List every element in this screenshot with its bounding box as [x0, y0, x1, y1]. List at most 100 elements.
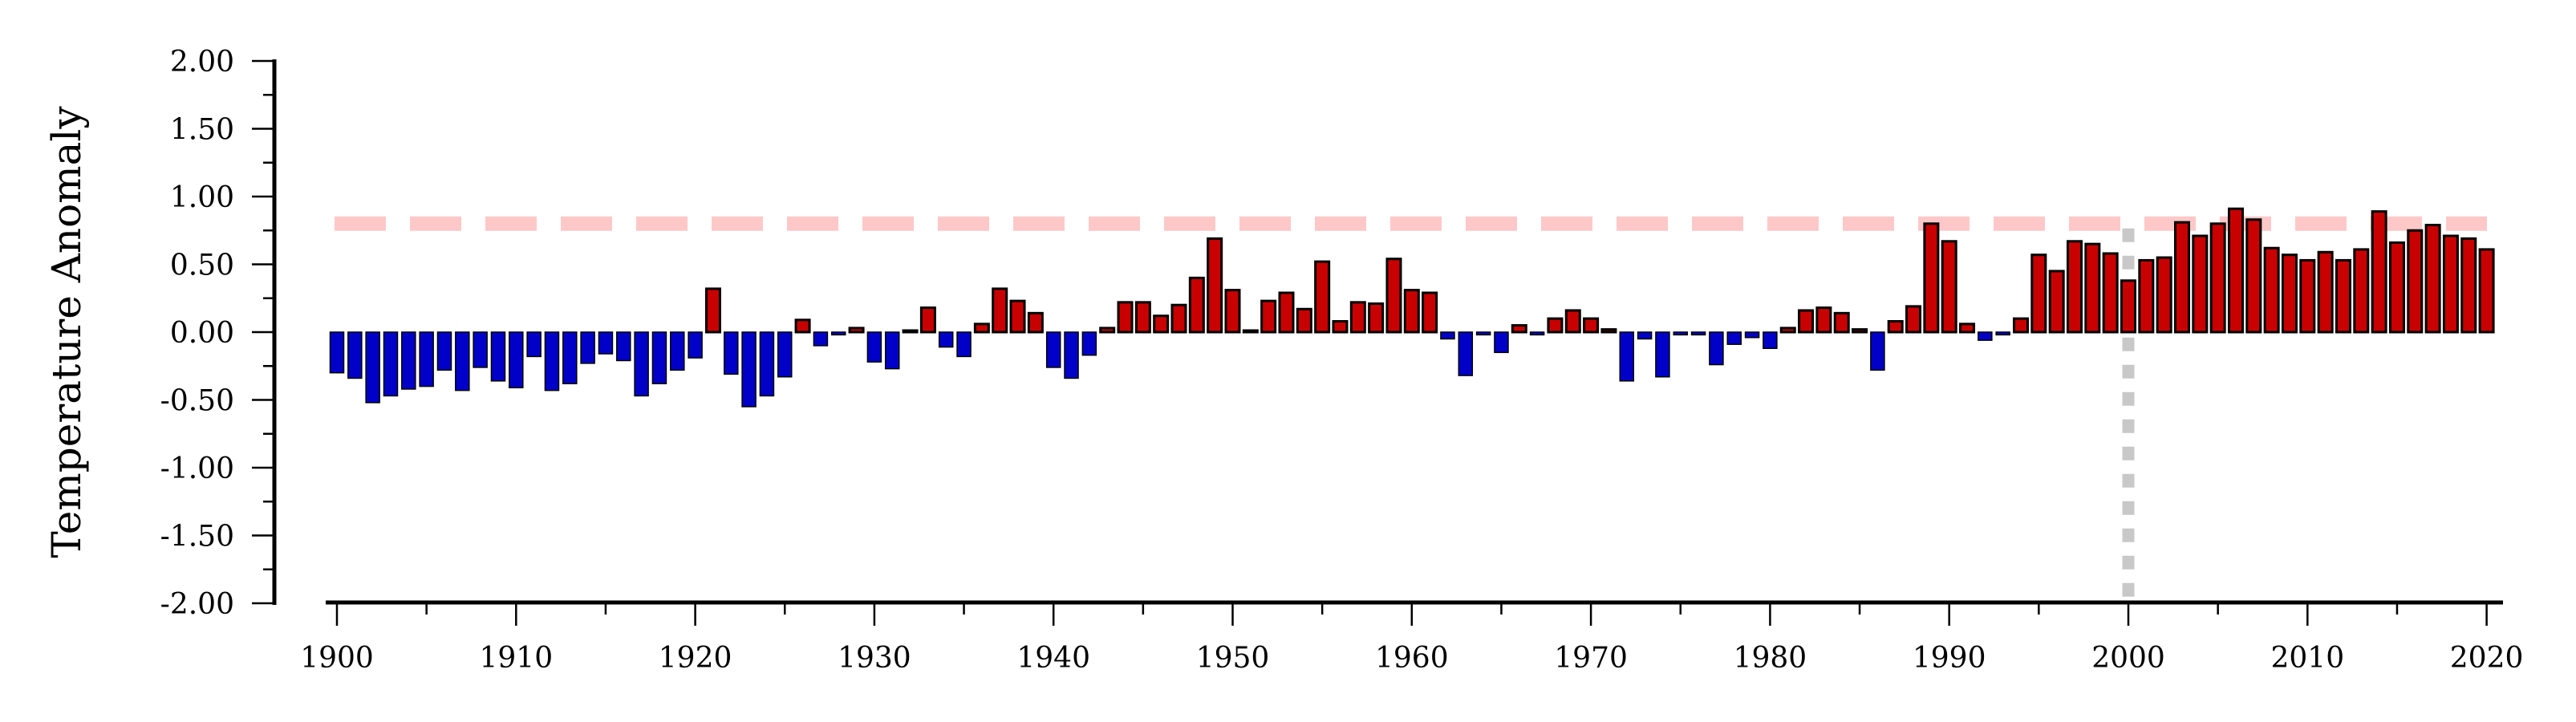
bar-1969 — [1564, 309, 1581, 334]
y-tick-label: 1.00 — [170, 181, 234, 214]
x-axis: 1900 1910 1920 1930 1940 1950 1960 1970 1980 1990… — [300, 600, 2524, 675]
bar-1909 — [490, 331, 506, 382]
bar-1977 — [1709, 331, 1724, 366]
bar-1989 — [1923, 222, 1940, 334]
x-tick-label: 1940 — [1016, 642, 1090, 675]
bar-1943 — [1099, 327, 1116, 334]
bar-1949 — [1207, 237, 1223, 334]
bar-1917 — [634, 331, 649, 397]
bar-1984 — [1833, 311, 1850, 334]
bar-1902 — [365, 331, 380, 404]
bar-1914 — [580, 331, 595, 364]
bar-2014 — [2371, 210, 2387, 334]
bar-1973 — [1637, 331, 1653, 340]
bar-1916 — [616, 331, 631, 362]
bar-1921 — [704, 287, 721, 334]
bar-1951 — [1242, 329, 1259, 334]
y-tick-label: -2.00 — [160, 588, 234, 621]
x-tick-label: 1910 — [479, 642, 553, 675]
bar-1992 — [1978, 331, 1993, 341]
bar-1906 — [436, 331, 452, 371]
x-tick-label: 1960 — [1375, 642, 1449, 675]
bar-1915 — [598, 331, 614, 355]
bar-1952 — [1260, 299, 1277, 334]
bar-1926 — [794, 318, 811, 334]
y-tick-label: -1.00 — [160, 452, 234, 485]
bar-1995 — [2030, 254, 2047, 334]
y-tick-label: -1.50 — [160, 521, 234, 554]
bar-2005 — [2209, 222, 2226, 334]
bar-1918 — [651, 331, 667, 384]
bar-1924 — [759, 331, 775, 397]
bar-1988 — [1905, 305, 1922, 334]
bar-1948 — [1188, 276, 1205, 334]
bar-2020 — [2478, 248, 2495, 334]
y-tick-label: 1.50 — [170, 114, 234, 147]
bar-1941 — [1064, 331, 1079, 379]
bar-1907 — [455, 331, 470, 391]
bar-1931 — [884, 331, 900, 370]
bar-1986 — [1870, 331, 1885, 371]
bar-1955 — [1314, 260, 1331, 334]
bar-2016 — [2407, 229, 2424, 334]
y-tick-label: 2.00 — [170, 46, 234, 79]
bar-1928 — [830, 331, 846, 336]
bar-2006 — [2227, 207, 2244, 334]
bar-2007 — [2245, 218, 2262, 334]
y-tick-label: 0.50 — [170, 249, 234, 282]
bar-1905 — [419, 331, 434, 387]
bar-2012 — [2335, 258, 2351, 334]
bar-1935 — [956, 331, 972, 358]
bar-1908 — [473, 331, 488, 368]
bar-1975 — [1673, 331, 1688, 336]
bar-2001 — [2138, 258, 2155, 334]
bar-1934 — [938, 331, 954, 348]
bar-1983 — [1815, 306, 1832, 334]
bar-2015 — [2388, 241, 2405, 334]
bar-2018 — [2442, 234, 2459, 334]
bar-1925 — [777, 331, 793, 378]
bar-1937 — [992, 287, 1008, 334]
bar-1944 — [1117, 301, 1134, 334]
bar-1987 — [1887, 319, 1904, 334]
bar-1976 — [1690, 331, 1706, 336]
bar-1920 — [688, 331, 703, 359]
bars — [329, 207, 2495, 408]
bar-1963 — [1458, 331, 1474, 376]
bar-1985 — [1852, 328, 1868, 334]
bar-1904 — [401, 331, 416, 390]
bar-1971 — [1600, 328, 1617, 334]
bar-1994 — [2013, 317, 2030, 334]
bar-1923 — [741, 331, 757, 408]
bar-1990 — [1941, 240, 1957, 334]
bar-1970 — [1583, 317, 1600, 334]
y-tick-label: 0.00 — [170, 317, 234, 350]
bar-1922 — [724, 331, 739, 375]
bar-1982 — [1798, 309, 1815, 334]
x-tick-label: 2000 — [2091, 642, 2165, 675]
bar-2013 — [2353, 248, 2370, 334]
x-tick-label: 2010 — [2270, 642, 2344, 675]
bar-1993 — [1995, 331, 2010, 336]
bar-1961 — [1422, 291, 1438, 334]
bar-1980 — [1763, 331, 1778, 350]
bar-1972 — [1619, 331, 1635, 382]
bar-1959 — [1385, 258, 1402, 334]
bar-1945 — [1134, 301, 1151, 334]
bar-1940 — [1045, 331, 1061, 368]
bar-1936 — [973, 322, 990, 334]
bar-2002 — [2156, 256, 2172, 334]
x-tick-label: 1920 — [659, 642, 732, 675]
bar-1903 — [383, 331, 399, 397]
bar-1933 — [919, 306, 936, 334]
y-axis: 2.00 1.50 1.00 0.50 0.00 -0.50 -1.00 -1.50 -2.00 — [160, 46, 277, 621]
x-tick-label: 2020 — [2450, 642, 2524, 675]
bar-1911 — [526, 331, 542, 358]
y-tick-label: -0.50 — [160, 385, 234, 418]
bar-1999 — [2102, 252, 2119, 334]
bar-2000 — [2120, 279, 2136, 334]
bar-1930 — [866, 331, 882, 363]
bar-2009 — [2281, 254, 2298, 334]
bar-2003 — [2173, 221, 2190, 334]
